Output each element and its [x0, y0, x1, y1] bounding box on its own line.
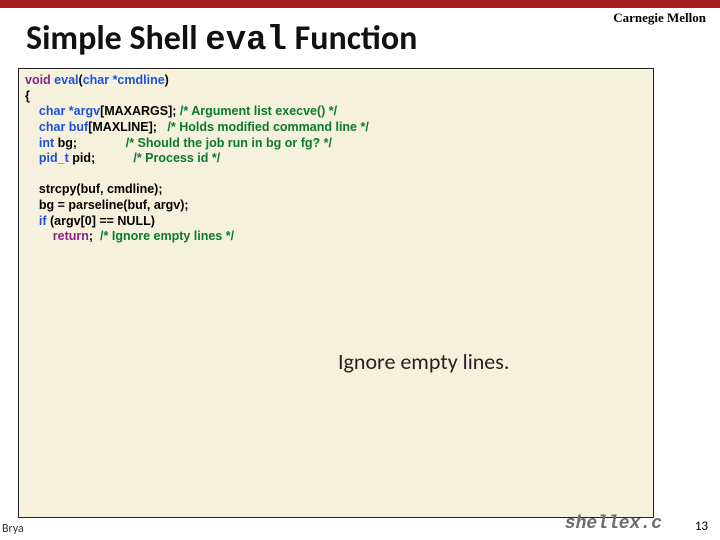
stmt-strcpy: strcpy(buf, cmdline); — [25, 182, 163, 196]
text: [MAXARGS]; — [100, 104, 180, 118]
comment: /* Ignore empty lines */ — [100, 229, 234, 243]
indent — [25, 104, 39, 118]
kw-if: if — [39, 214, 47, 228]
pad — [77, 136, 126, 150]
title-pre: Simple Shell — [26, 18, 205, 59]
pad — [95, 151, 133, 165]
fn-eval: eval — [51, 73, 79, 87]
kw-void: void — [25, 73, 51, 87]
var-bg: bg; — [54, 136, 77, 150]
var-argv: *argv — [65, 104, 100, 118]
comment: /* Should the job run in bg or fg? */ — [126, 136, 332, 150]
code-box: void eval(char *cmdline) { char *argv[MA… — [18, 68, 654, 518]
comment: /* Holds modified command line */ — [167, 120, 368, 134]
title-mono: eval — [205, 22, 287, 60]
source-file-label: shellex.c — [565, 514, 662, 534]
branding-text: Carnegie Mellon — [613, 10, 706, 26]
paren-close: ) — [165, 73, 169, 87]
var-buf: buf — [65, 120, 88, 134]
brace-open: { — [25, 89, 30, 103]
footer-left: Brya — [2, 522, 24, 536]
slide: Carnegie Mellon Simple Shell eval Functi… — [0, 0, 720, 540]
var-pid: pid; — [69, 151, 95, 165]
stmt-parseline: bg = parseline(buf, argv); — [25, 198, 189, 212]
title-post: Function — [287, 18, 417, 59]
indent — [25, 151, 39, 165]
top-bar — [0, 0, 720, 8]
indent — [25, 214, 39, 228]
text: [MAXLINE]; — [88, 120, 167, 134]
kw-char: char — [39, 120, 65, 134]
caption-text: Ignore empty lines. — [338, 348, 509, 375]
kw-char: char — [39, 104, 65, 118]
indent — [25, 229, 53, 243]
kw-pidt: pid_t — [39, 151, 69, 165]
comment: /* Argument list execve() */ — [180, 104, 337, 118]
arg-cmdline: *cmdline — [109, 73, 165, 87]
if-cond: (argv[0] == NULL) — [47, 214, 155, 228]
semi: ; — [89, 229, 100, 243]
page-number: 13 — [695, 519, 708, 534]
indent — [25, 120, 39, 134]
kw-return: return — [53, 229, 89, 243]
indent — [25, 136, 39, 150]
code-block: void eval(char *cmdline) { char *argv[MA… — [25, 73, 647, 245]
kw-int: int — [39, 136, 54, 150]
slide-title: Simple Shell eval Function — [26, 18, 417, 60]
comment: /* Process id */ — [133, 151, 220, 165]
kw-char: char — [83, 73, 109, 87]
